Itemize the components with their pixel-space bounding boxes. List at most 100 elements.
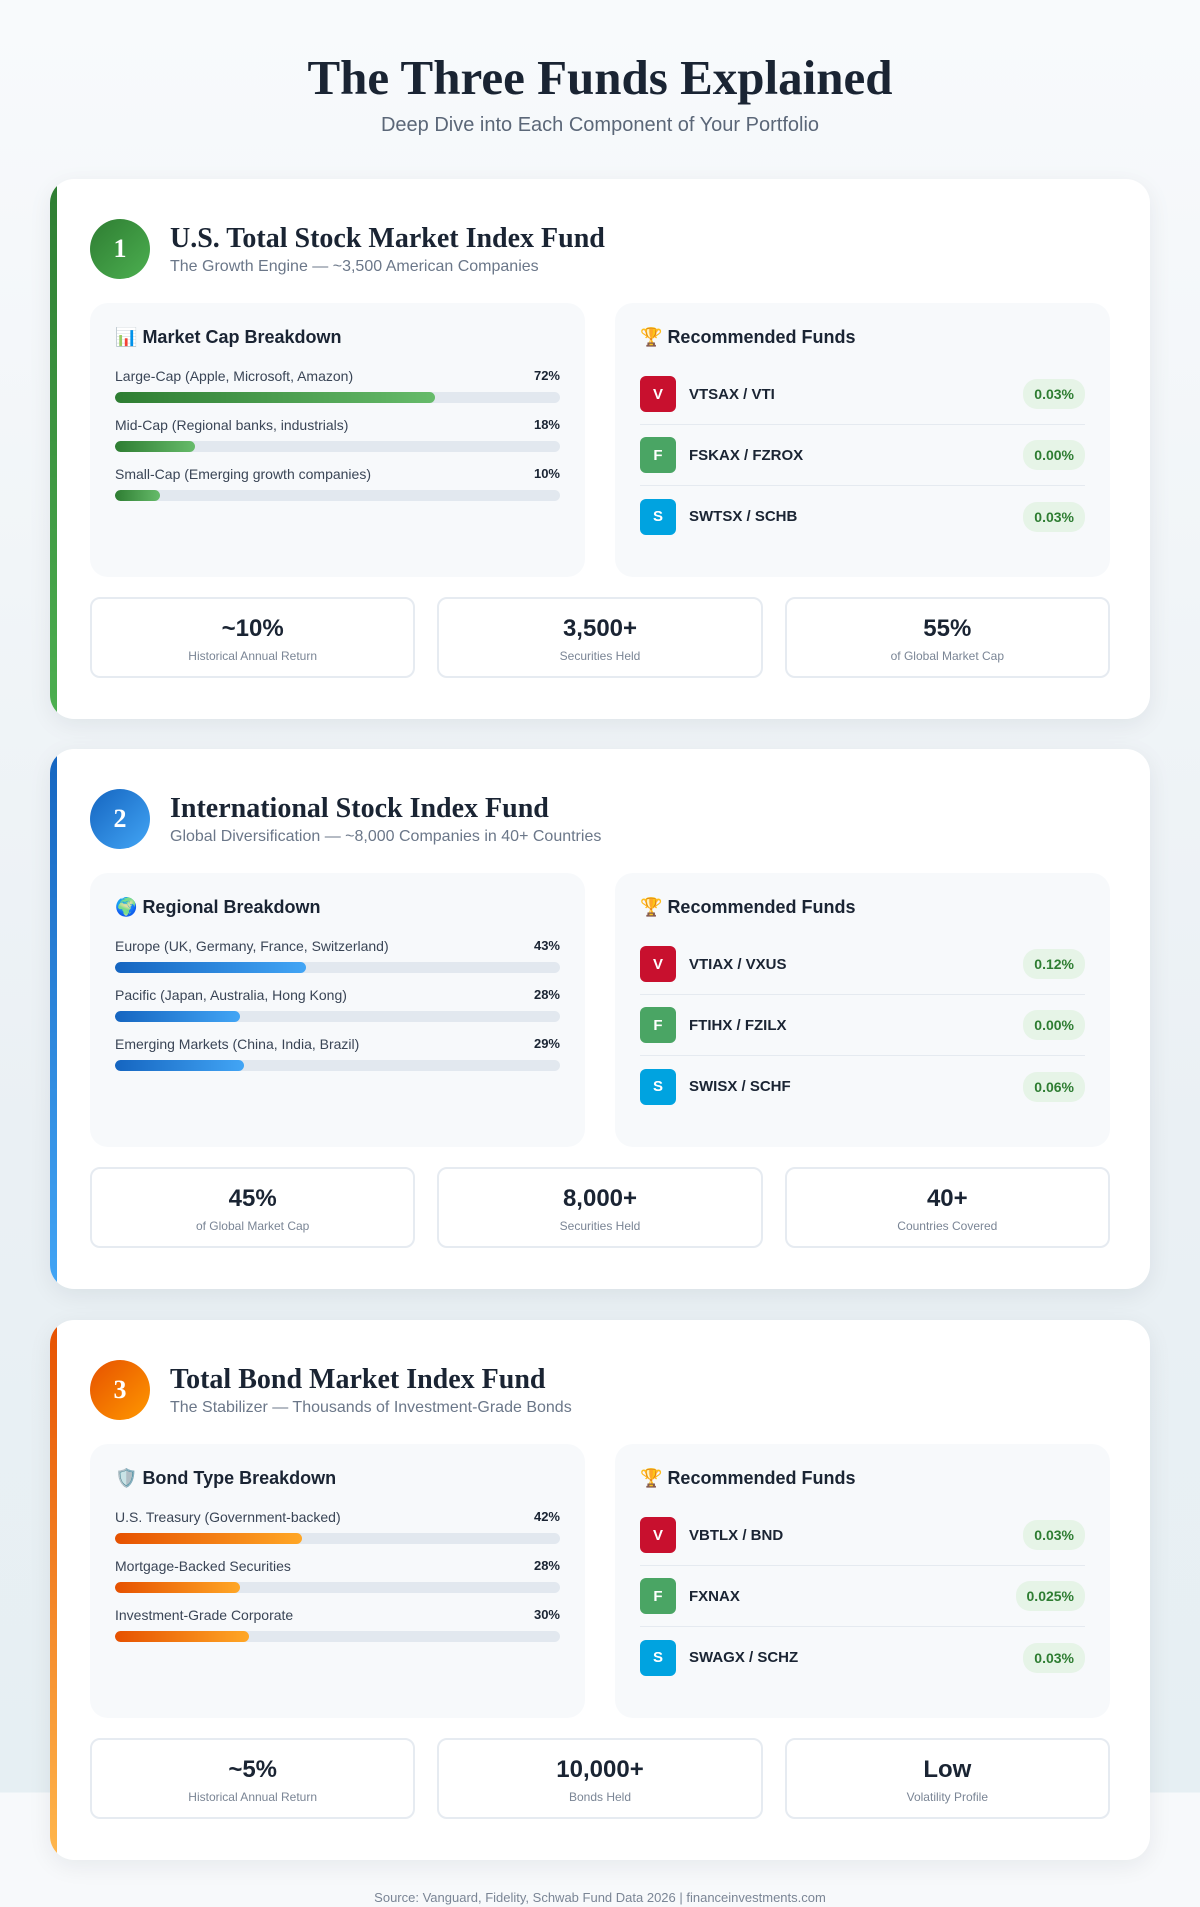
panel-title: Market Cap Breakdown <box>142 327 342 347</box>
footer-source: Source: Vanguard, Fidelity, Schwab Fund … <box>374 1890 826 1905</box>
breakdown-icon: 🛡️ <box>115 1468 138 1488</box>
breakdown-value: 30% <box>533 1607 560 1622</box>
stat-box: 40+ Countries Covered <box>784 1167 1110 1248</box>
breakdown-row: U.S. Treasury (Government-backed) 42% <box>115 1509 560 1544</box>
breakdown-value: 18% <box>533 417 560 432</box>
breakdown-value: 72% <box>533 368 560 383</box>
fund-ticker: VTIAX / VXUS <box>689 955 787 973</box>
stat-value: 55% <box>923 615 972 642</box>
card-title: International Stock Index Fund <box>170 792 549 824</box>
progress-fill <box>115 490 160 501</box>
breakdown-value: 10% <box>533 466 560 481</box>
progress-fill <box>115 1011 240 1022</box>
stats-row: 45% of Global Market Cap 8,000+ Securiti… <box>90 1167 1110 1248</box>
page-subtitle: Deep Dive into Each Component of Your Po… <box>380 114 820 136</box>
fund-card-2: 2 International Stock Index Fund Global D… <box>50 749 1150 1289</box>
stat-value: ~5% <box>228 1756 278 1783</box>
provider-logo-icon: S <box>640 1639 676 1676</box>
breakdown-row: Large-Cap (Apple, Microsoft, Amazon) 72% <box>115 368 560 403</box>
progress-track <box>115 392 560 403</box>
provider-logo-icon: V <box>640 1517 676 1553</box>
stat-value: 3,500+ <box>562 615 638 642</box>
progress-fill <box>115 1631 249 1642</box>
breakdown-label: Mortgage-Backed Securities <box>115 1558 291 1574</box>
progress-track <box>115 441 560 452</box>
progress-track <box>115 1631 560 1642</box>
card-header: 3 Total Bond Market Index Fund The Stabil… <box>90 1360 1110 1420</box>
breakdown-value: 28% <box>533 1558 560 1573</box>
panel-title: Bond Type Breakdown <box>142 1468 337 1488</box>
breakdown-row: Mid-Cap (Regional banks, industrials) 18% <box>115 417 560 452</box>
breakdown-label: Small-Cap (Emerging growth companies) <box>115 466 371 482</box>
breakdown-value: 42% <box>533 1509 560 1524</box>
card-subtitle: The Growth Engine — ~3,500 American Comp… <box>170 257 539 275</box>
expense-ratio-badge: 0.03% <box>1023 1520 1085 1550</box>
provider-logo-icon: V <box>640 946 676 982</box>
fund-row[interactable]: F FTIHX / FZILX 0.00% <box>640 995 1085 1056</box>
fund-row[interactable]: V VTIAX / VXUS 0.12% <box>640 934 1085 995</box>
stat-value: Low <box>923 1756 972 1783</box>
breakdown-value: 29% <box>533 1036 560 1051</box>
stat-label: Securities Held <box>559 649 641 663</box>
fund-row[interactable]: F FSKAX / FZROX 0.00% <box>640 425 1085 486</box>
breakdown-label: U.S. Treasury (Government-backed) <box>115 1509 341 1525</box>
recommended-funds-panel: 🏆 Recommended Funds V VTSAX / VTI 0.03% … <box>615 303 1110 577</box>
step-number-badge: 1 <box>90 219 150 279</box>
fund-row[interactable]: V VTSAX / VTI 0.03% <box>640 364 1085 425</box>
breakdown-panel: 🛡️ Bond Type Breakdown U.S. Treasury (Go… <box>90 1444 585 1718</box>
panel-title: Recommended Funds <box>667 897 856 917</box>
expense-ratio-badge: 0.06% <box>1023 1071 1085 1102</box>
stat-label: Countries Covered <box>897 1219 998 1233</box>
recommended-funds-panel: 🏆 Recommended Funds V VTIAX / VXUS 0.12%… <box>615 873 1110 1147</box>
page-header: The Three Funds Explained Deep Dive into… <box>0 0 1200 137</box>
fund-row[interactable]: V VBTLX / BND 0.03% <box>640 1505 1085 1566</box>
card-header: 2 International Stock Index Fund Global D… <box>90 789 1110 849</box>
breakdown-label: Pacific (Japan, Australia, Hong Kong) <box>115 987 347 1003</box>
fund-row[interactable]: S SWTSX / SCHB 0.03% <box>640 486 1085 547</box>
trophy-icon: 🏆 <box>640 1468 663 1488</box>
card-subtitle: Global Diversification — ~8,000 Companie… <box>170 827 602 845</box>
panel-title: Recommended Funds <box>667 1468 856 1488</box>
stat-label: of Global Market Cap <box>195 1219 310 1233</box>
page-title: The Three Funds Explained <box>307 50 893 105</box>
breakdown-row: Emerging Markets (China, India, Brazil) 2… <box>115 1036 560 1071</box>
recommended-funds-panel: 🏆 Recommended Funds V VBTLX / BND 0.03% … <box>615 1444 1110 1718</box>
stat-value: 45% <box>228 1185 277 1212</box>
breakdown-row: Small-Cap (Emerging growth companies) 10% <box>115 466 560 501</box>
expense-ratio-badge: 0.03% <box>1023 501 1085 532</box>
breakdown-row: Mortgage-Backed Securities 28% <box>115 1558 560 1593</box>
progress-track <box>115 1011 560 1022</box>
stat-label: Volatility Profile <box>906 1790 988 1804</box>
progress-fill <box>115 1582 240 1593</box>
fund-row[interactable]: S SWAGX / SCHZ 0.03% <box>640 1627 1085 1688</box>
progress-track <box>115 962 560 973</box>
breakdown-row: Europe (UK, Germany, France, Switzerland… <box>115 938 560 973</box>
expense-ratio-badge: 0.12% <box>1023 949 1085 979</box>
progress-fill <box>115 1060 245 1071</box>
fund-ticker: SWTSX / SCHB <box>689 508 798 525</box>
provider-logo-icon: S <box>640 498 676 535</box>
panel-title: Recommended Funds <box>667 327 856 347</box>
progress-fill <box>115 441 196 452</box>
fund-row[interactable]: F FXNAX 0.025% <box>640 1566 1085 1627</box>
fund-row[interactable]: S SWISX / SCHF 0.06% <box>640 1056 1085 1117</box>
progress-fill <box>115 392 436 403</box>
provider-logo-icon: S <box>640 1068 676 1105</box>
stat-box: 55% of Global Market Cap <box>784 597 1110 678</box>
expense-ratio-badge: 0.00% <box>1023 440 1085 470</box>
stat-value: ~10% <box>221 615 284 642</box>
stat-label: of Global Market Cap <box>890 649 1005 663</box>
panel-title: Regional Breakdown <box>142 897 321 917</box>
expense-ratio-badge: 0.03% <box>1023 379 1085 409</box>
stat-box: 10,000+ Bonds Held <box>437 1738 763 1819</box>
stat-label: Securities Held <box>559 1219 641 1233</box>
card-title: Total Bond Market Index Fund <box>170 1363 546 1395</box>
breakdown-label: Large-Cap (Apple, Microsoft, Amazon) <box>115 368 354 384</box>
breakdown-panel: 🌍 Regional Breakdown Europe (UK, Germany… <box>90 873 585 1147</box>
stats-row: ~5% Historical Annual Return 10,000+ Bon… <box>90 1738 1110 1819</box>
progress-fill <box>115 962 307 973</box>
breakdown-label: Emerging Markets (China, India, Brazil) <box>115 1036 360 1052</box>
stat-box: ~10% Historical Annual Return <box>90 597 416 678</box>
trophy-icon: 🏆 <box>640 897 663 917</box>
stat-box: 45% of Global Market Cap <box>90 1167 416 1248</box>
